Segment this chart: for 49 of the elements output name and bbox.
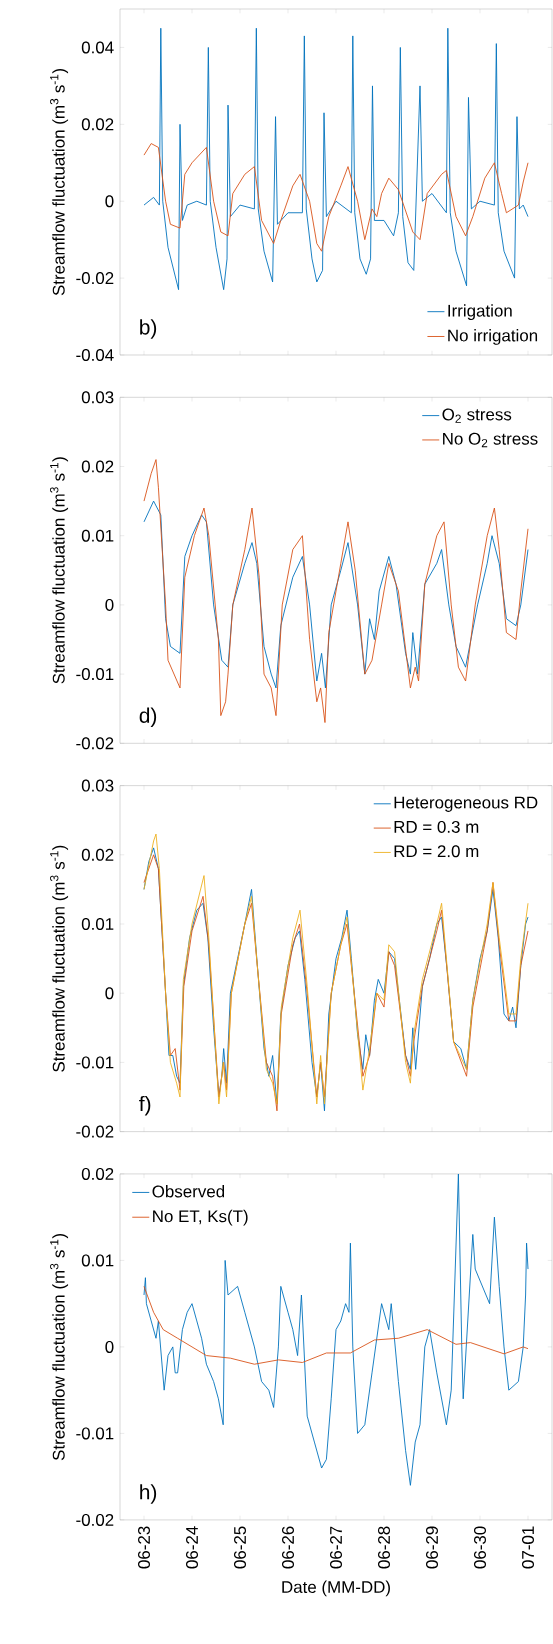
- annotation: b): [140, 319, 157, 339]
- x-tick-label: 06-25: [234, 1526, 246, 1569]
- y-tick-label: 0.04: [81, 41, 114, 54]
- x-axis-title: Date (MM-DD): [282, 1580, 390, 1597]
- y-axis-title: Streamflow fluctuation (m$^{3}$ s$^{-1}$): [50, 845, 69, 1072]
- x-tick-label: 06-24: [186, 1526, 198, 1569]
- y-tick-label: -0.01: [76, 1427, 114, 1440]
- y-tick-label: 0.01: [81, 529, 114, 542]
- y-tick-label: 0.03: [81, 779, 114, 792]
- x-tick-label: 06-26: [282, 1526, 294, 1569]
- y-tick-label: -0.04: [76, 349, 114, 361]
- legend-label: RD = 2.0 m: [394, 845, 479, 858]
- y-tick-label: -0.02: [76, 737, 114, 750]
- legend-label: RD = 0.3 m: [394, 820, 479, 833]
- y-tick-label: 0.02: [81, 848, 114, 861]
- x-tick-label: 06-30: [474, 1526, 486, 1569]
- legend-label: O$_{2}$ stress: [442, 408, 512, 423]
- y-axis-title: Streamflow fluctuation (m$^{3}$ s$^{-1}$): [50, 69, 69, 296]
- y-tick-label: -0.02: [76, 272, 114, 285]
- legend-label: Observed: [152, 1185, 225, 1198]
- y-tick-label: 0: [105, 1340, 114, 1353]
- y-tick-label: -0.01: [76, 668, 114, 681]
- y-tick-label: -0.02: [76, 1513, 114, 1526]
- annotation: f): [139, 1095, 151, 1116]
- y-tick-label: 0.01: [81, 1254, 114, 1267]
- y-tick-label: 0.03: [81, 391, 114, 404]
- x-tick-label: 06-29: [426, 1526, 438, 1569]
- y-axis-title: Streamflow fluctuation (m$^{3}$ s$^{-1}$): [50, 457, 69, 684]
- legend-label: No ET, Ks(T): [153, 1209, 248, 1226]
- y-tick-label: 0.01: [81, 918, 114, 931]
- x-tick-label: 06-28: [378, 1526, 390, 1569]
- legend-label: Heterogeneous RD: [394, 796, 538, 812]
- y-tick-label: 0.02: [81, 1167, 114, 1180]
- y-tick-label: 0: [105, 598, 114, 611]
- y-tick-label: -0.01: [76, 1056, 114, 1069]
- legend-label: No irrigation: [448, 329, 538, 345]
- x-tick-label: 06-23: [138, 1526, 150, 1569]
- y-tick-label: 0.02: [81, 460, 114, 473]
- annotation: d): [139, 707, 157, 728]
- legend-label: No O$_{2}$ stress: [443, 432, 538, 448]
- y-axis-title: Streamflow fluctuation (m$^{3}$ s$^{-1}$): [50, 1233, 69, 1461]
- x-tick-label: 07-01: [522, 1526, 534, 1569]
- y-tick-label: -0.02: [76, 1125, 114, 1138]
- x-tick-label: 06-27: [330, 1526, 342, 1569]
- y-tick-label: 0: [105, 195, 114, 208]
- y-tick-label: 0: [105, 987, 114, 1000]
- legend-label: Irrigation: [448, 304, 512, 321]
- y-tick-label: 0.02: [81, 118, 114, 131]
- annotation: h): [140, 1484, 157, 1504]
